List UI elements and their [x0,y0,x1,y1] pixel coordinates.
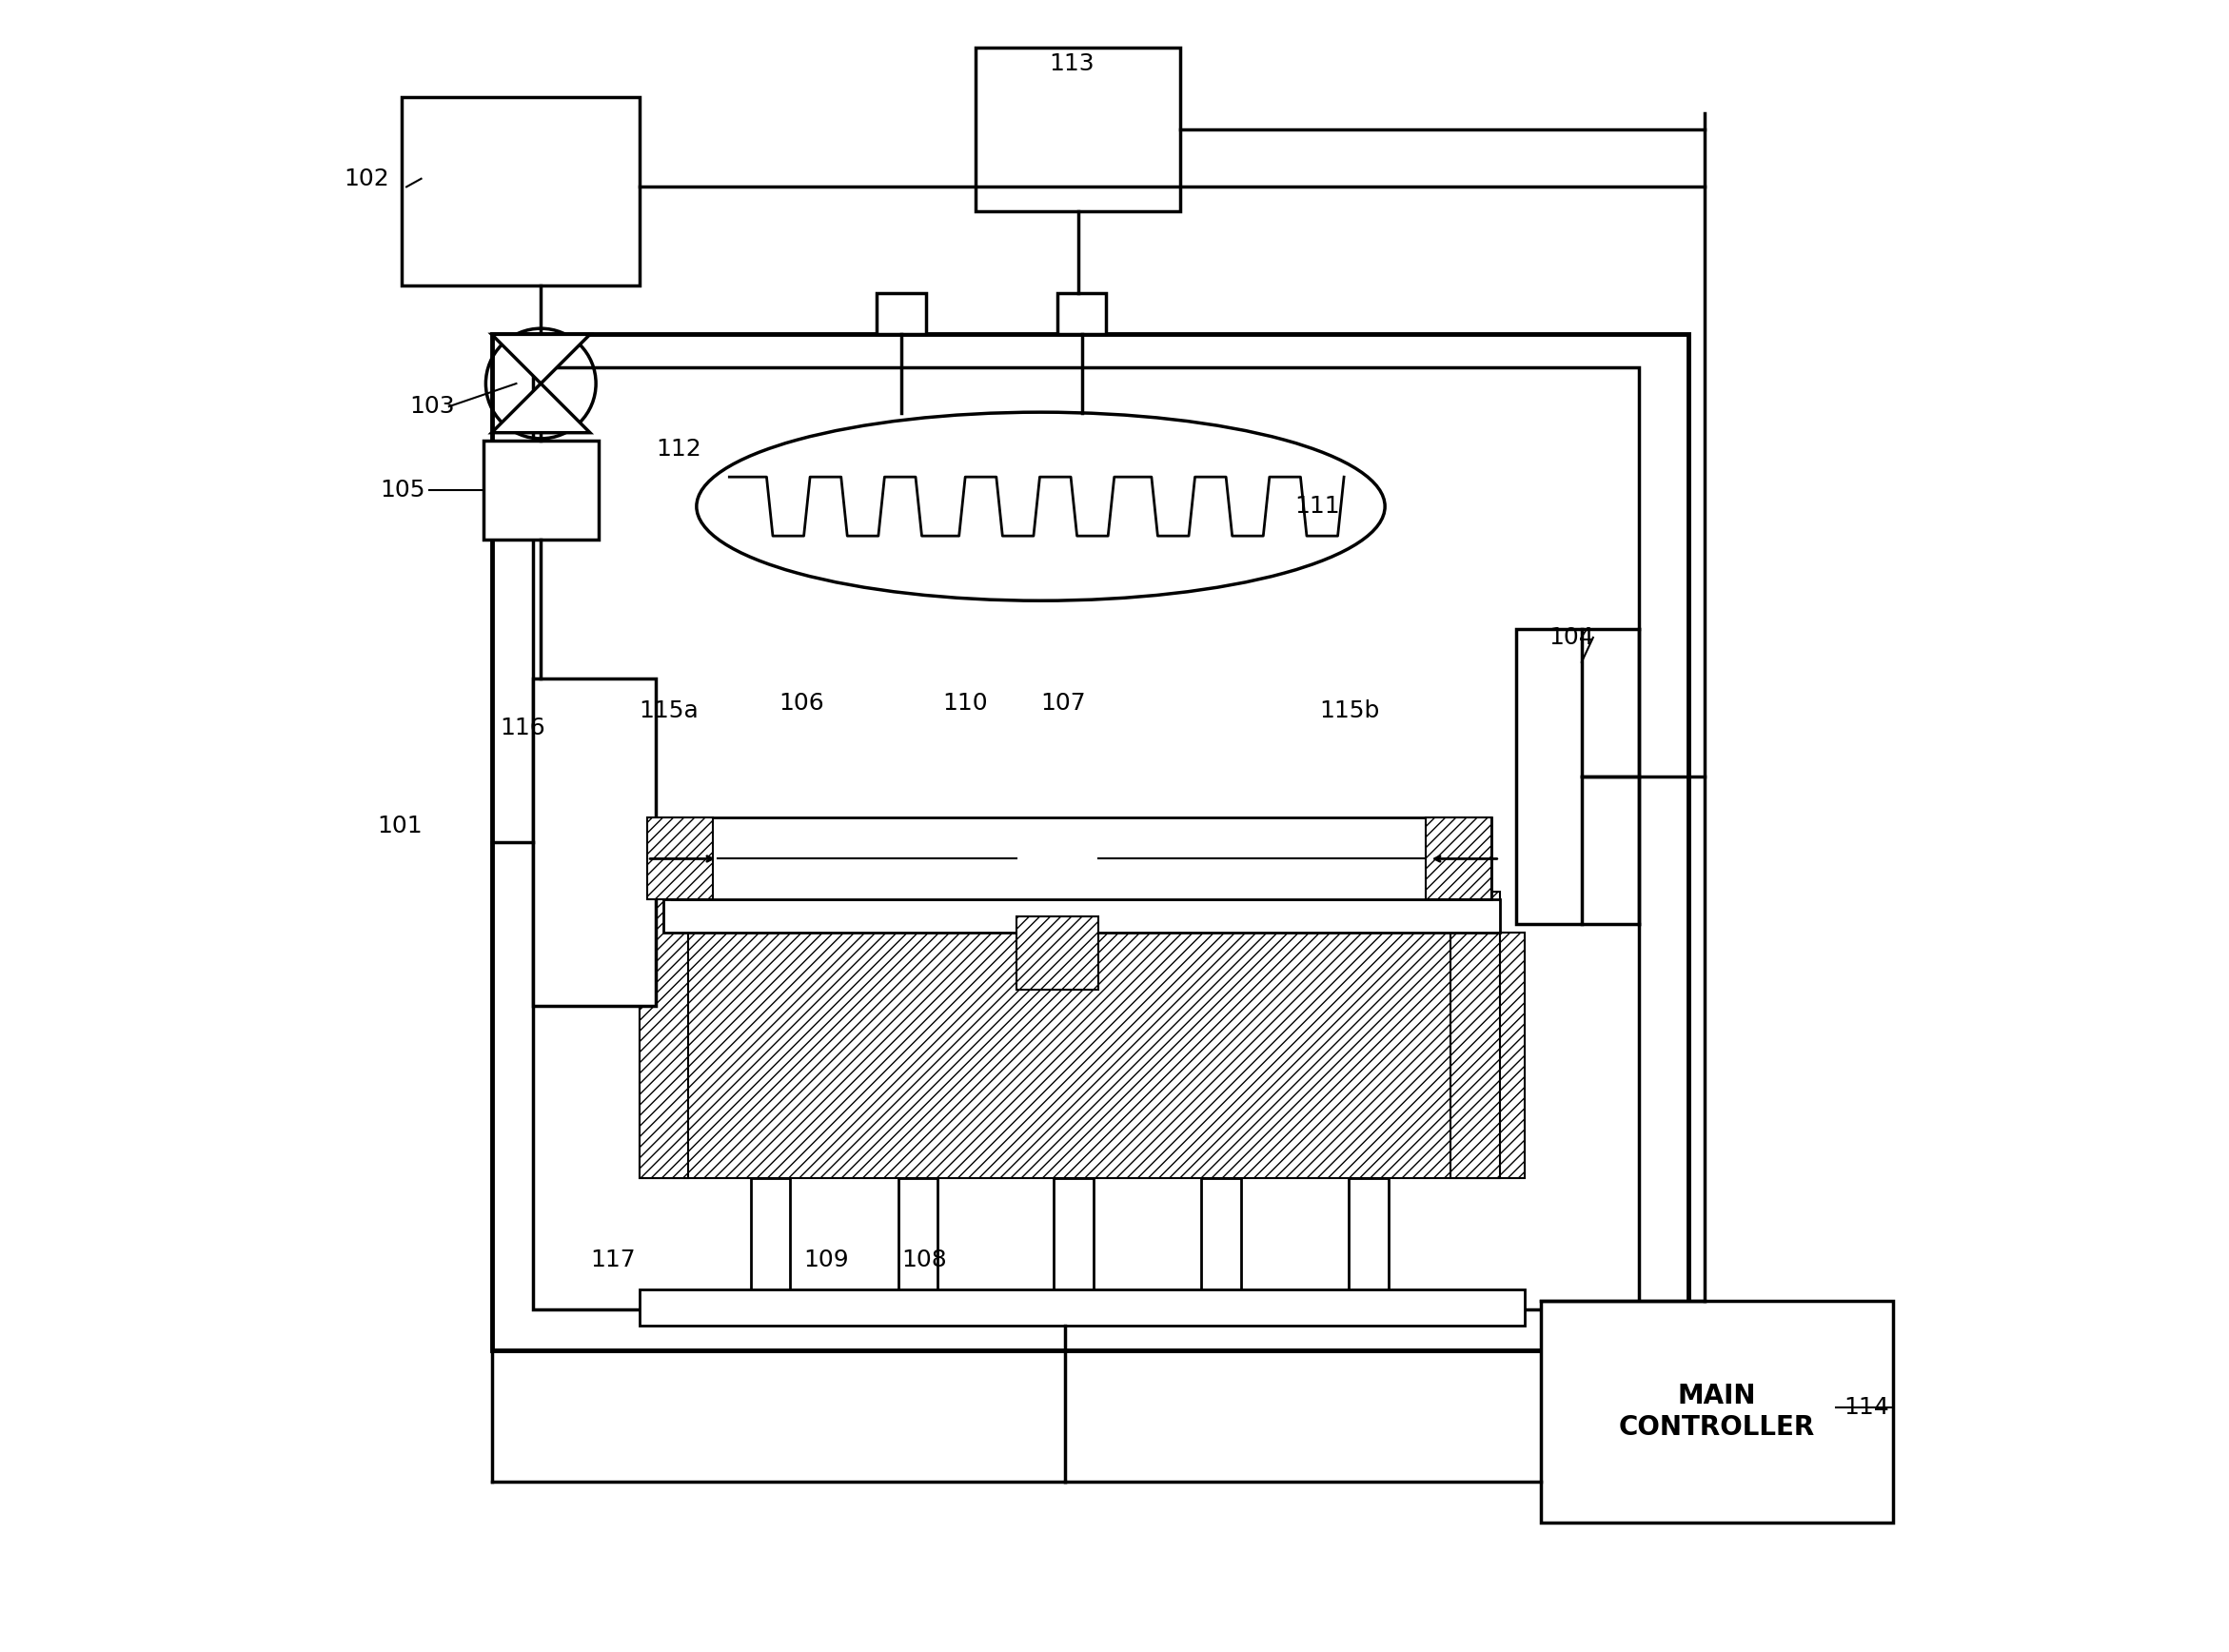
Text: 104: 104 [1549,626,1594,649]
Bar [1516,629,1583,925]
Bar [671,818,1491,900]
Bar [533,367,1638,1310]
Bar [640,1290,1525,1327]
Bar [1451,892,1500,1178]
Bar [1427,818,1491,900]
Text: 115b: 115b [1320,700,1380,722]
Bar [1016,917,1099,990]
Text: 108: 108 [901,1249,947,1272]
Bar [1349,1178,1389,1294]
Bar [898,1178,938,1294]
Text: MAIN
CONTROLLER: MAIN CONTROLLER [1618,1383,1814,1441]
Bar [1057,294,1106,334]
Ellipse shape [695,413,1384,601]
Text: 115a: 115a [640,700,700,722]
Bar [1540,1302,1892,1523]
Text: 111: 111 [1295,496,1340,517]
Text: 103: 103 [410,395,455,418]
Bar [640,892,689,1178]
Text: 107: 107 [1041,692,1086,715]
Text: 101: 101 [377,814,421,838]
Polygon shape [493,383,591,433]
Polygon shape [493,334,591,383]
Bar [493,334,1687,1350]
Bar [974,48,1179,211]
Text: 110: 110 [943,692,987,715]
Bar [646,818,713,900]
Bar [664,900,1500,932]
Text: 116: 116 [499,717,546,738]
Text: 117: 117 [591,1249,635,1272]
Bar [533,679,655,1006]
Text: 102: 102 [343,167,390,190]
Bar [876,294,925,334]
Text: 105: 105 [381,479,426,502]
Bar [640,932,1525,1178]
Text: 106: 106 [778,692,825,715]
Bar [484,441,597,539]
Bar [401,97,640,286]
Text: 114: 114 [1843,1396,1890,1419]
Text: 112: 112 [655,438,700,461]
Bar [1054,1178,1092,1294]
Bar [751,1178,789,1294]
Text: 109: 109 [802,1249,849,1272]
Bar [1201,1178,1242,1294]
Text: 113: 113 [1050,53,1094,76]
Bar [689,859,1476,900]
